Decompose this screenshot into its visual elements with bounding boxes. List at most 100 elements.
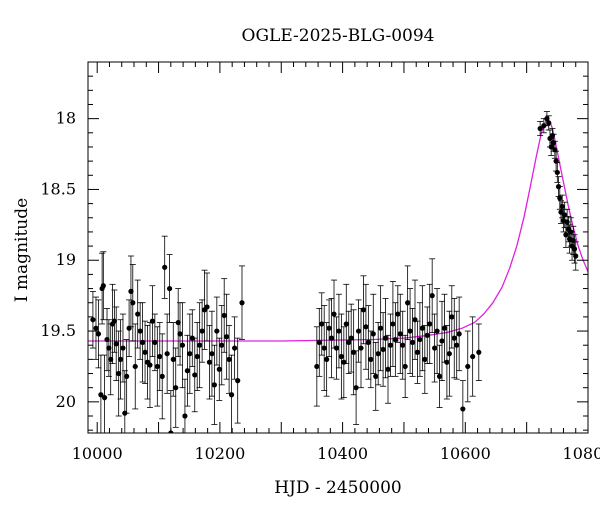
data-marker [142, 349, 148, 355]
data-marker [333, 345, 340, 351]
data-marker [192, 372, 198, 378]
data-marker [219, 342, 225, 348]
data-point [113, 306, 120, 382]
plot-data-group [88, 111, 588, 433]
data-marker [395, 311, 401, 317]
data-point [353, 350, 360, 425]
data-marker [402, 363, 408, 370]
data-marker [239, 300, 245, 306]
data-marker [559, 203, 565, 210]
data-point [338, 313, 345, 400]
chart-title: OGLE-2025-BLG-0094 [242, 26, 435, 46]
data-marker [397, 331, 403, 337]
y-tick-label: 19.5 [40, 321, 76, 340]
data-point [375, 322, 382, 386]
data-marker [429, 293, 435, 299]
data-marker [573, 253, 579, 259]
data-marker [562, 212, 568, 218]
data-point [350, 309, 357, 396]
data-marker [111, 318, 117, 324]
data-point [540, 118, 547, 134]
data-point [132, 323, 139, 410]
data-marker [419, 325, 425, 331]
data-point [340, 326, 347, 398]
data-point [464, 330, 471, 403]
data-marker [116, 370, 122, 377]
data-marker [154, 363, 160, 370]
data-marker [544, 116, 550, 122]
data-marker [343, 321, 349, 327]
data-point [238, 265, 245, 340]
data-point [556, 186, 563, 210]
data-marker [552, 147, 558, 153]
data-marker [113, 341, 119, 347]
data-marker [353, 385, 359, 391]
data-marker [551, 140, 557, 146]
data-point [434, 288, 441, 374]
data-marker [128, 288, 134, 294]
data-marker [373, 373, 379, 379]
data-point [389, 281, 396, 367]
data-marker [407, 328, 413, 334]
data-marker [338, 353, 344, 360]
data-marker [351, 349, 357, 355]
data-point [137, 302, 144, 360]
data-point [127, 255, 134, 328]
axes-group: 10000 10200 10400 10600 10800 18 18.5 19 19.5 20 [40, 61, 600, 463]
data-point [421, 324, 428, 394]
data-marker [224, 334, 230, 340]
data-point [419, 285, 426, 372]
data-marker [546, 120, 552, 126]
data-marker [104, 336, 110, 343]
data-marker [149, 318, 156, 324]
y-tick-label: 20 [56, 392, 76, 411]
data-point [201, 269, 208, 350]
data-point [184, 334, 191, 407]
data-point [451, 298, 458, 379]
data-marker [358, 345, 364, 351]
data-point [194, 322, 201, 391]
data-point [166, 254, 173, 323]
data-point [446, 310, 453, 397]
data-marker [446, 351, 452, 357]
data-marker [135, 311, 141, 317]
data-marker [363, 324, 369, 330]
data-marker [414, 349, 421, 355]
data-point [111, 289, 118, 353]
data-marker [130, 300, 136, 306]
data-point [154, 326, 161, 407]
data-marker [436, 373, 443, 379]
data-marker [170, 356, 176, 362]
data-point [218, 305, 225, 386]
data-marker [316, 339, 322, 345]
data-marker [571, 246, 578, 252]
data-marker [166, 285, 173, 292]
data-point [382, 298, 389, 379]
data-marker [360, 307, 367, 313]
data-marker [187, 351, 193, 357]
data-marker [541, 123, 547, 129]
data-point [151, 313, 158, 372]
data-point [416, 302, 423, 377]
data-marker [476, 349, 482, 355]
data-point [186, 313, 193, 394]
data-marker [456, 331, 462, 337]
data-marker [328, 335, 335, 341]
data-marker [90, 317, 96, 323]
data-point [191, 337, 198, 413]
data-marker [470, 353, 476, 360]
data-point [548, 138, 555, 156]
data-marker [93, 325, 99, 331]
y-tick-label: 18.5 [40, 179, 76, 198]
data-point [559, 194, 566, 219]
data-point [453, 310, 460, 380]
data-point [345, 310, 352, 374]
data-point [206, 324, 213, 400]
data-point [181, 378, 188, 433]
data-marker [331, 311, 337, 317]
data-marker [370, 331, 376, 337]
data-marker [314, 363, 320, 370]
x-tick-label: 10000 [72, 444, 123, 463]
data-marker [424, 332, 430, 338]
data-marker [439, 338, 445, 344]
